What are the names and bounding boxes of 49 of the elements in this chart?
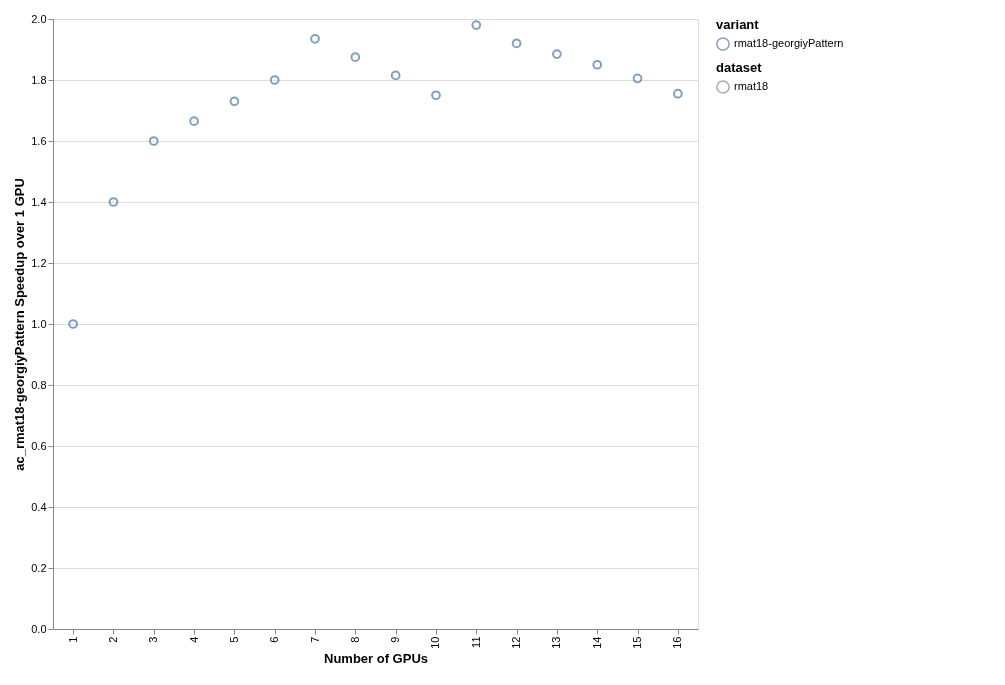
point <box>431 90 441 101</box>
point <box>189 116 199 127</box>
point <box>108 197 119 207</box>
x-tick-label: 11 <box>469 636 482 648</box>
y-tick-label: 0.2 <box>31 561 47 574</box>
y-tick-label: 2.0 <box>31 12 47 25</box>
x-tick-label: 12 <box>510 636 523 649</box>
point <box>471 20 482 30</box>
point <box>632 73 643 84</box>
x-tick-label: 15 <box>631 636 644 649</box>
x-tick-label: 10 <box>429 636 442 649</box>
x-tick-label: 5 <box>227 636 240 643</box>
y-tick-label: 0.6 <box>31 439 47 452</box>
point <box>672 88 683 99</box>
point <box>350 52 361 62</box>
x-tick-label: 2 <box>106 636 119 643</box>
y-tick-label: 1.0 <box>31 317 47 330</box>
y-tick-label: 1.8 <box>31 73 47 86</box>
x-tick-label: 8 <box>348 636 361 643</box>
x-tick-label: 6 <box>268 636 281 643</box>
x-tick-label: 1 <box>66 636 79 643</box>
x-tick-label: 4 <box>187 636 200 643</box>
text: rmat18 <box>734 80 769 92</box>
y-tick-label: 1.4 <box>31 195 47 208</box>
point <box>552 49 562 59</box>
text: dataset <box>716 60 763 75</box>
point <box>229 96 240 107</box>
point <box>592 59 603 70</box>
x-tick-label: 3 <box>147 636 160 643</box>
y-tick-label: 1.6 <box>31 134 47 147</box>
x-axis-title: Number of GPUs <box>323 650 429 666</box>
point <box>269 75 280 85</box>
legend-title: variant <box>716 17 760 32</box>
y-axis-title: ac_rmat18-georgiyPattern Speedup over 1 GPU <box>12 178 28 471</box>
point <box>148 136 159 146</box>
point <box>310 33 320 44</box>
y-tick-label: 1.2 <box>31 256 47 269</box>
point <box>68 319 79 329</box>
x-tick-label: 13 <box>550 636 563 649</box>
y-tick-label: 0.0 <box>31 622 47 635</box>
x-tick-label: 7 <box>308 636 321 643</box>
x-tick-label: 14 <box>590 636 603 649</box>
x-tick-label: 16 <box>671 636 684 649</box>
x-tick-label: 9 <box>389 636 402 643</box>
point <box>390 70 401 81</box>
legend-label: rmat18-georgiyPattern <box>734 37 844 49</box>
point <box>511 38 522 49</box>
y-tick-label: 0.4 <box>31 500 47 513</box>
y-tick-label: 0.8 <box>31 378 47 391</box>
